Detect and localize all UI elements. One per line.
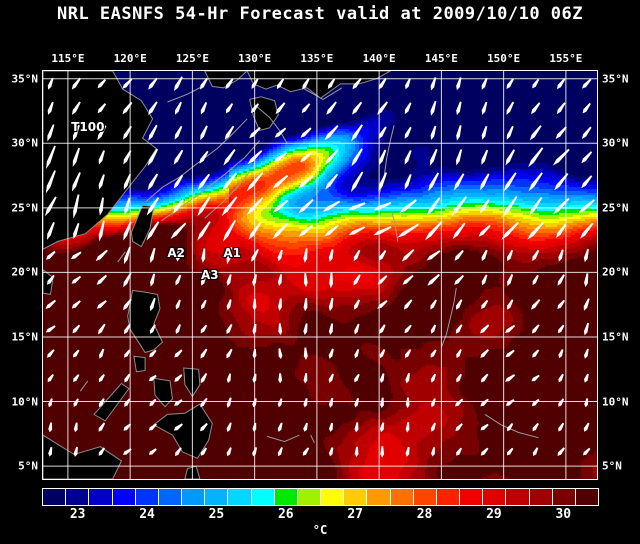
lat-tick-label: 5°N: [602, 459, 622, 473]
sst-field-svg: [43, 71, 597, 479]
lon-tick-label: 150°E: [487, 52, 521, 65]
lon-tick-label: 155°E: [549, 52, 583, 65]
map-label-a2: A2: [167, 246, 186, 261]
lat-tick-label: 30°N: [602, 136, 629, 150]
lat-tick-label: 30°N: [11, 136, 39, 150]
colorbar-cell: [321, 489, 345, 505]
colorbar-cell: [158, 489, 183, 505]
map-label-a1: A1: [223, 246, 242, 261]
lon-tick-label: 125°E: [175, 52, 209, 65]
lon-tick-label: 130°E: [238, 52, 272, 65]
lat-tick-label: 25°N: [11, 201, 39, 215]
colorbar-unit-label: °C: [312, 523, 328, 537]
lat-tick-label: 35°N: [11, 72, 39, 86]
coastline-overlay: [79, 86, 539, 444]
lat-tick-label: 35°N: [602, 72, 629, 86]
lon-tick-label: 115°E: [51, 52, 85, 65]
lon-tick-label: 145°E: [424, 52, 458, 65]
colorbar-cell: [436, 489, 461, 505]
colorbar-cell: [575, 489, 599, 505]
lat-tick-label: 25°N: [602, 201, 629, 215]
colorbar-tick: 29: [486, 507, 502, 522]
colorbar-cell: [529, 489, 553, 505]
lat-tick-label: 20°N: [11, 265, 39, 279]
lat-tick-label: 15°N: [11, 330, 39, 344]
colorbar-tick: 23: [69, 507, 86, 522]
colorbar: [42, 488, 599, 506]
colorbar-cell: [182, 489, 206, 505]
colorbar-cell: [66, 489, 90, 505]
colorbar-tick: 30: [555, 507, 572, 522]
colorbar-cell: [135, 489, 159, 505]
map-label-t100: T100: [71, 119, 105, 134]
colorbar-cell: [552, 489, 576, 505]
colorbar-cell: [483, 489, 507, 505]
colorbar-cell: [274, 489, 298, 505]
lon-tick-label: 135°E: [300, 52, 334, 65]
lon-tick-label: 140°E: [362, 52, 396, 65]
lat-tick-label: 15°N: [602, 330, 629, 344]
colorbar-cell: [228, 489, 252, 505]
wind-vector-field: [45, 76, 595, 458]
colorbar-tick: 27: [347, 507, 364, 522]
lat-tick-label: 10°N: [11, 395, 39, 409]
colorbar-cell: [460, 489, 484, 505]
colorbar-cell: [506, 489, 530, 505]
colorbar-cell: [390, 489, 414, 505]
colorbar-tick: 24: [139, 507, 155, 522]
lat-tick-label: 10°N: [602, 395, 629, 409]
colorbar-cell: [297, 489, 322, 505]
colorbar-cell: [112, 489, 136, 505]
colorbar-cell: [344, 489, 368, 505]
colorbar-cell: [367, 489, 391, 505]
map-label-a3: A3: [200, 268, 219, 282]
sst-map-plot[interactable]: [42, 70, 598, 480]
lat-tick-label: 5°N: [18, 459, 38, 473]
lat-tick-label: 20°N: [602, 265, 629, 279]
page-title: NRL EASNFS 54-Hr Forecast valid at 2009/…: [56, 4, 583, 24]
colorbar-cell: [251, 489, 275, 505]
colorbar-tick: 28: [416, 507, 433, 522]
colorbar-cell: [205, 489, 229, 505]
colorbar-tick: 25: [208, 507, 225, 522]
colorbar-cell: [413, 489, 437, 505]
lon-tick-label: 120°E: [113, 52, 147, 65]
colorbar-tick: 26: [277, 507, 294, 522]
colorbar-cell: [43, 489, 67, 505]
colorbar-cell: [89, 489, 113, 505]
